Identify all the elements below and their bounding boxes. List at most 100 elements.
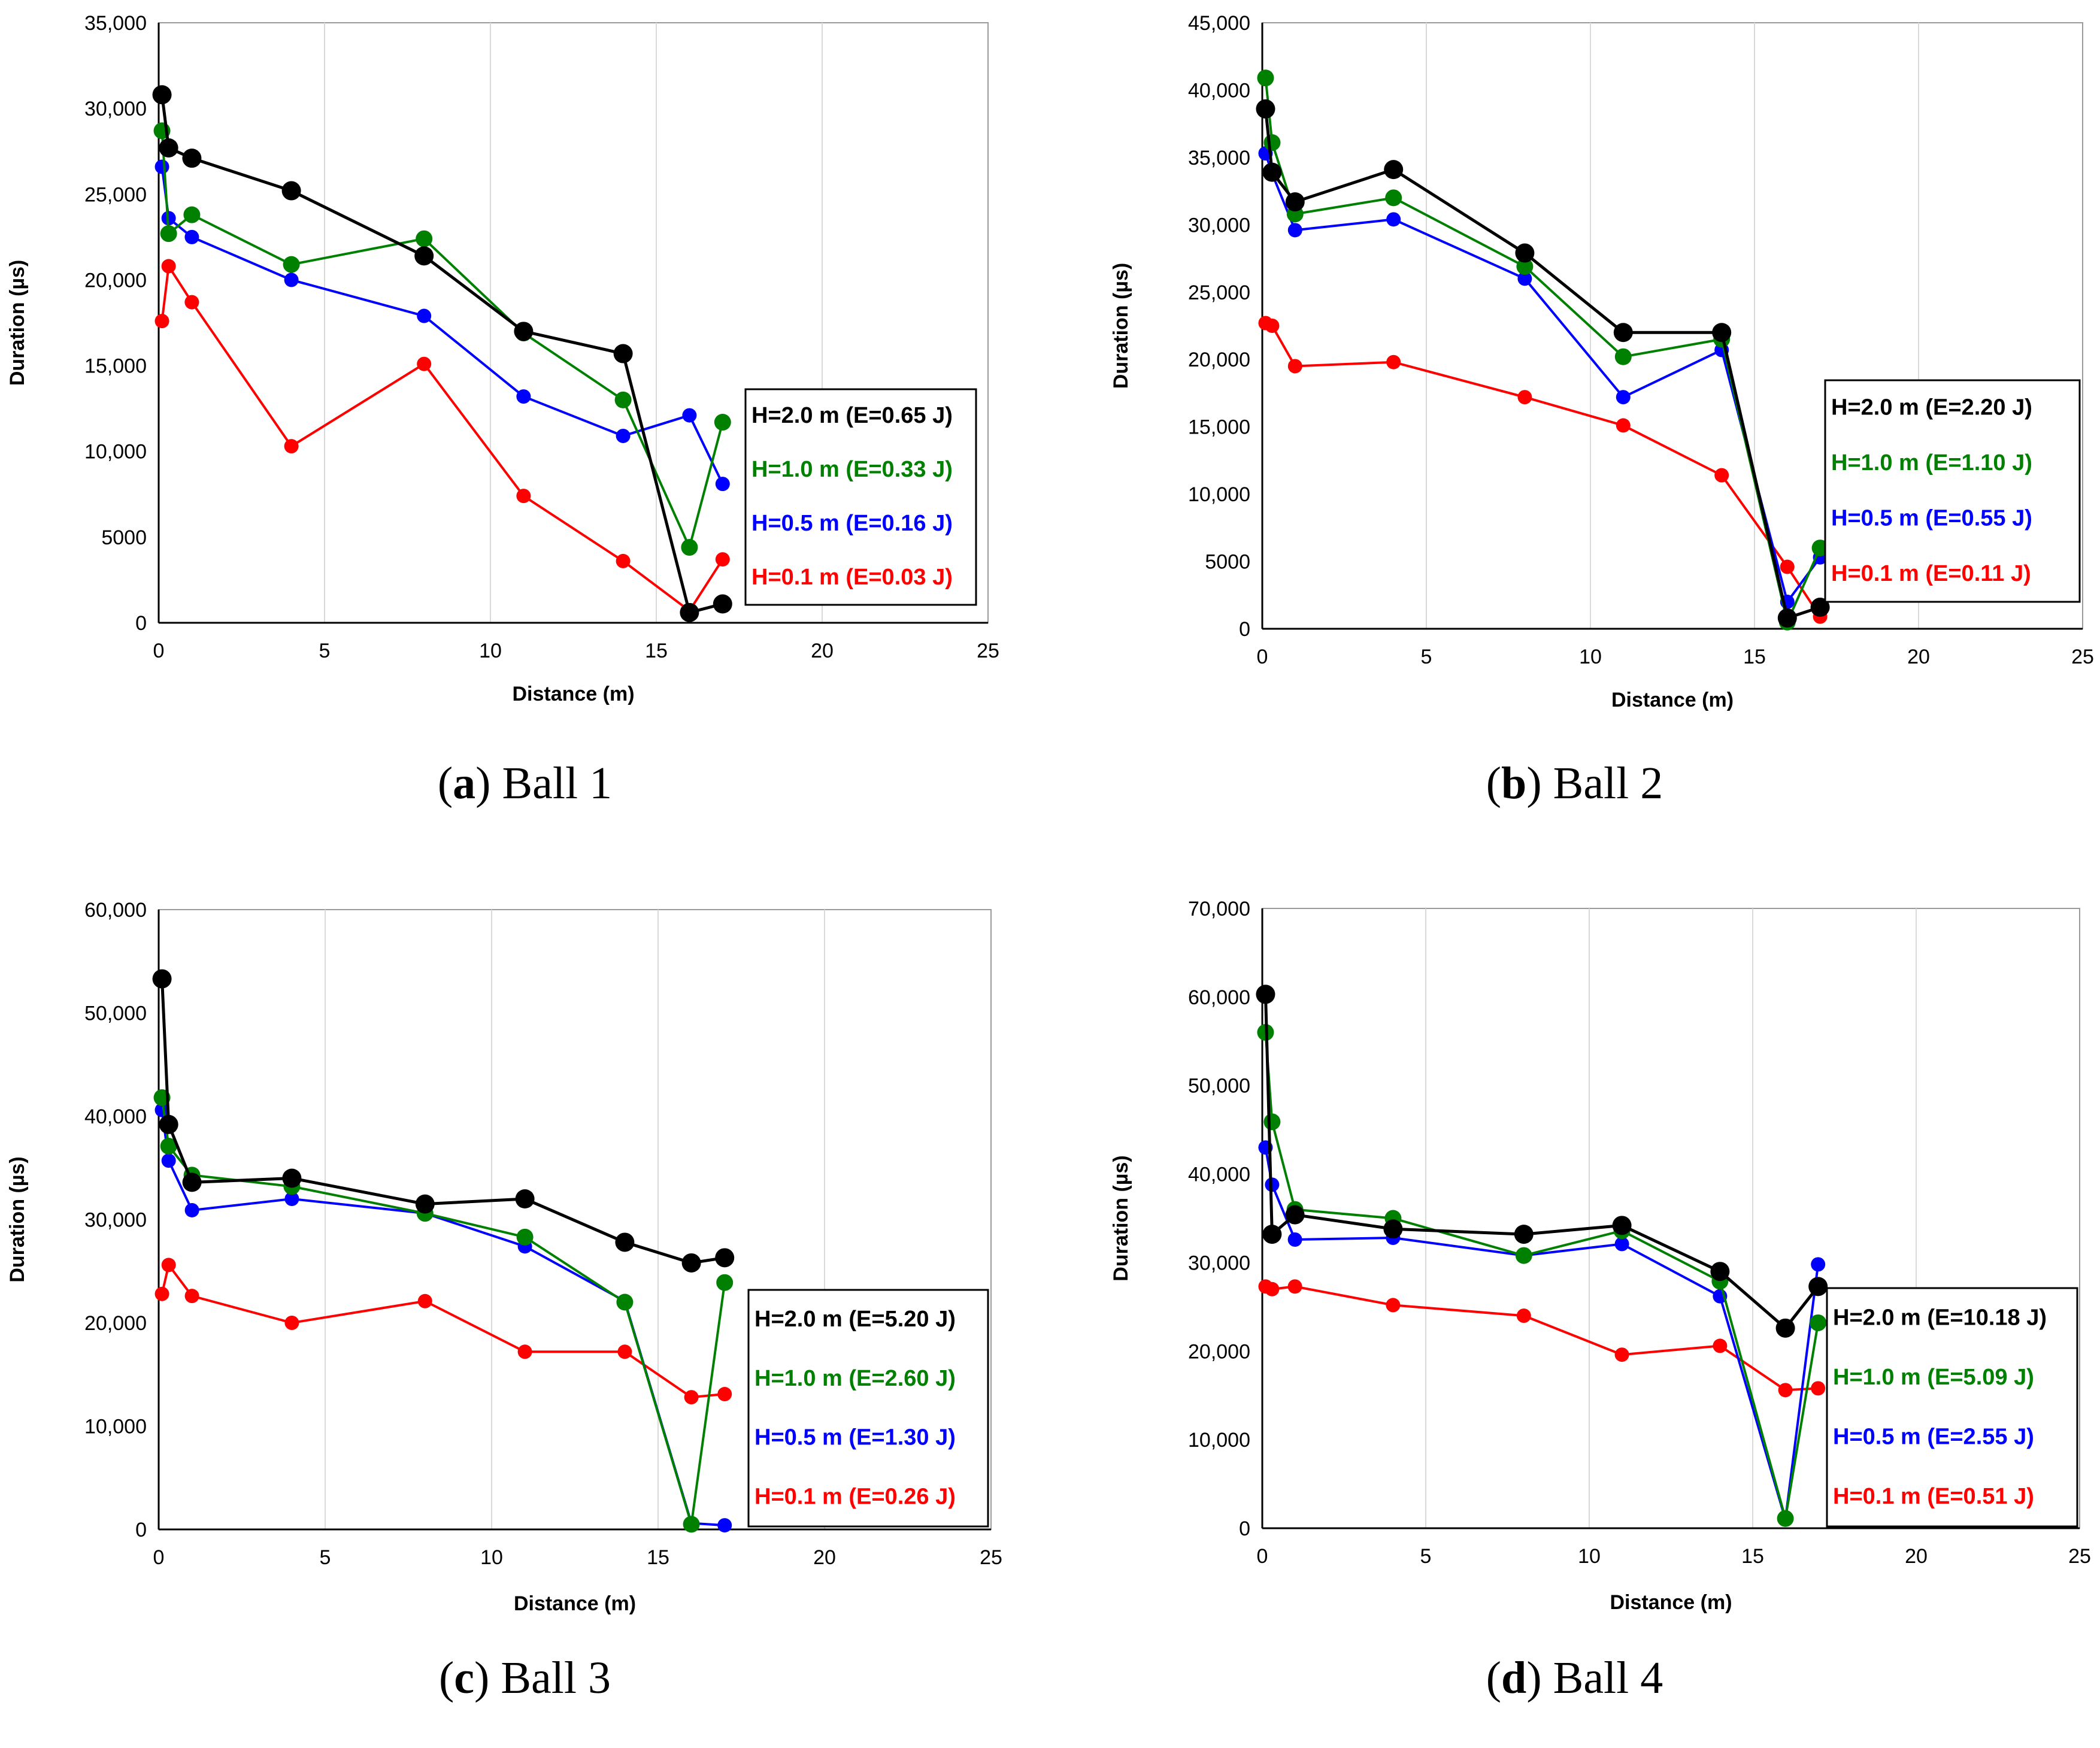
y-axis-title: Duration (µs): [6, 1156, 29, 1282]
series-point: [1263, 1113, 1281, 1131]
legend-entry: H=0.1 m (E=0.51 J): [1833, 1484, 2034, 1509]
series-point: [614, 391, 632, 408]
legend-entry: H=0.5 m (E=0.16 J): [751, 511, 953, 536]
legend-entry: H=1.0 m (E=2.60 J): [754, 1366, 956, 1391]
series-point: [1285, 1205, 1305, 1225]
x-tick-label: 25: [980, 1546, 1002, 1569]
series-point: [514, 322, 534, 341]
series-point: [713, 594, 732, 614]
series-point: [1714, 468, 1729, 483]
series-point: [516, 1228, 534, 1246]
series-point: [516, 489, 531, 504]
chart-panel-c: 0 5 10 15 20 25 0 10,000 20,000 30,000 40,000 50,00…: [0, 874, 1050, 1747]
x-tick-label: 25: [977, 640, 999, 662]
series-point: [152, 85, 172, 105]
y-tick-label: 20,000: [1188, 349, 1250, 371]
series-point: [1614, 1347, 1629, 1362]
series-point: [1262, 162, 1282, 182]
series-point: [613, 344, 633, 363]
series-point: [684, 1390, 699, 1405]
series-point: [1516, 1308, 1531, 1323]
series-point: [417, 356, 432, 371]
series-point: [1386, 1298, 1401, 1313]
x-tick-label: 5: [319, 640, 331, 662]
series-point: [715, 477, 730, 492]
series-point: [1257, 69, 1274, 87]
series-point: [682, 408, 697, 423]
y-tick-label: 10,000: [84, 1416, 147, 1438]
series-point: [152, 969, 172, 989]
legend-box: [1826, 1287, 2078, 1528]
chart-panel-a: 0 5 10 15 20 25 0 5000 10,000 15,000 20,000 25,000 3…: [0, 0, 1050, 874]
series-point: [516, 389, 531, 404]
legend-box: [1824, 379, 2081, 603]
y-tick-label: 35,000: [1188, 147, 1250, 169]
series-point: [1614, 1237, 1629, 1252]
series-point: [182, 149, 202, 168]
series-point: [616, 428, 631, 443]
caption-letter-b: b: [1501, 758, 1527, 808]
chart-b: 0 5 10 15 20 25 0 5000 10,000 15,000 20,000 25,000 3…: [1110, 12, 2094, 711]
series-point: [184, 229, 199, 244]
series-point: [1810, 1314, 1827, 1331]
legend-entry: H=2.0 m (E=2.20 J): [1831, 395, 2032, 420]
x-axis-title: Distance (m): [514, 1592, 636, 1615]
chart-a: 0 5 10 15 20 25 0 5000 10,000 15,000 20,000 25,000 3…: [6, 12, 999, 705]
series-point: [1713, 1338, 1728, 1353]
y-tick-label: 30,000: [1188, 214, 1250, 237]
x-tick-label: 10: [480, 1546, 503, 1569]
series-point: [1517, 271, 1532, 286]
series-point: [715, 1248, 735, 1268]
series-point: [417, 308, 432, 323]
y-tick-label: 25,000: [84, 183, 147, 206]
series-point: [161, 1258, 176, 1273]
series-point: [617, 1344, 632, 1359]
x-axis-title: Distance (m): [512, 683, 634, 705]
series-point: [184, 1202, 199, 1217]
series-point: [716, 1274, 734, 1291]
series-point: [683, 1516, 700, 1533]
chart-panel-b: 0 5 10 15 20 25 0 5000 10,000 15,000 20,000 25,000 3…: [1050, 0, 2099, 874]
series-point: [1383, 1219, 1403, 1239]
series-point: [1386, 212, 1401, 227]
series-point: [1287, 223, 1302, 238]
series-point: [154, 1286, 169, 1301]
caption-letter-d: d: [1501, 1653, 1527, 1703]
y-tick-label: 30,000: [1188, 1252, 1250, 1274]
x-tick-label: 0: [153, 640, 165, 662]
series-point: [284, 1192, 299, 1206]
legend-entry: H=1.0 m (E=5.09 J): [1833, 1365, 2034, 1390]
series-point: [517, 1344, 532, 1359]
series-point: [1287, 1279, 1302, 1294]
y-tick-label: 0: [135, 612, 147, 635]
legend-box: [744, 388, 977, 606]
legend-entry: H=0.5 m (E=1.30 J): [754, 1425, 956, 1450]
legend-entry: H=2.0 m (E=0.65 J): [751, 403, 953, 428]
series-point: [415, 1194, 435, 1214]
series-point: [715, 552, 730, 567]
series-point: [1712, 323, 1732, 343]
series-point: [1614, 348, 1632, 365]
series-point: [417, 1293, 432, 1308]
series-point: [681, 1253, 701, 1273]
y-tick-label: 20,000: [84, 1312, 147, 1335]
chart-c: 0 5 10 15 20 25 0 10,000 20,000 30,000 40,000 50,00…: [6, 899, 1002, 1615]
x-tick-label: 20: [813, 1546, 836, 1569]
y-tick-label: 20,000: [84, 269, 147, 292]
series-point: [282, 1168, 302, 1188]
series-point: [1386, 355, 1401, 369]
x-tick-label: 0: [153, 1546, 165, 1569]
y-tick-label: 15,000: [84, 355, 147, 378]
legend-box: [747, 1289, 989, 1528]
series-point: [1780, 559, 1795, 574]
series-point: [161, 1153, 176, 1168]
series-point: [1265, 319, 1280, 333]
y-tick-label: 0: [1239, 618, 1250, 641]
x-tick-label: 15: [645, 640, 668, 662]
y-tick-label: 10,000: [1188, 483, 1250, 506]
series-point: [680, 602, 699, 622]
series-point: [1263, 134, 1281, 152]
series-point: [1385, 189, 1402, 207]
x-tick-label: 15: [1741, 1545, 1764, 1568]
series-point: [1811, 1381, 1826, 1396]
